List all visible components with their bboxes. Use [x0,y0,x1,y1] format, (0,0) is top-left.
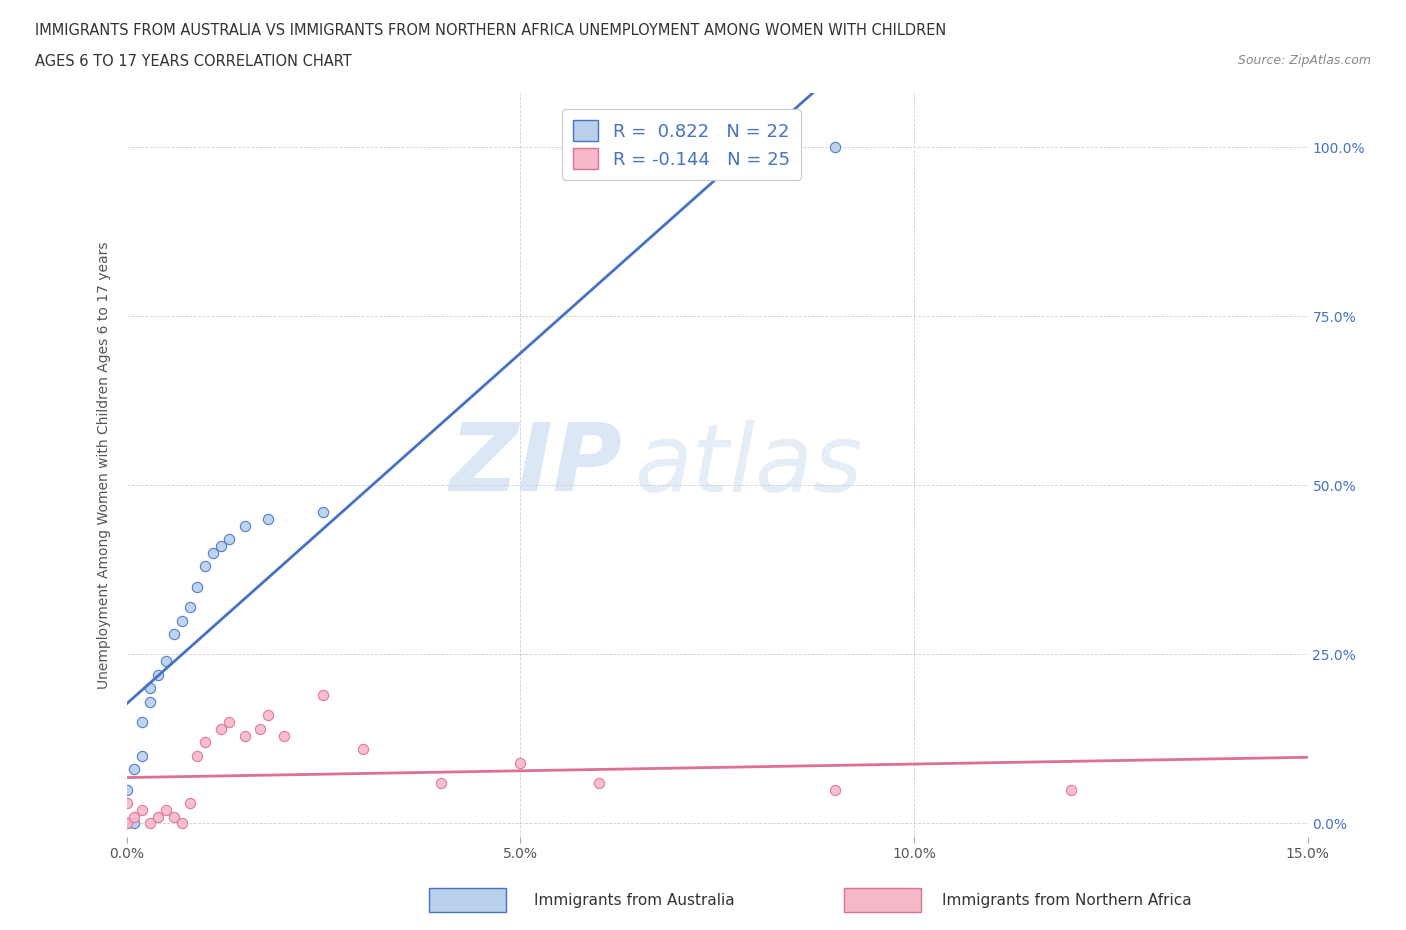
Point [273,728,295,743]
Point [233,728,256,743]
Point [139,816,162,830]
Legend: R =  0.822   N = 22, R = -0.144   N = 25: R = 0.822 N = 22, R = -0.144 N = 25 [562,110,801,180]
Point [163,809,186,824]
Point [312,505,335,520]
Point [115,796,138,811]
Text: AGES 6 TO 17 YEARS CORRELATION CHART: AGES 6 TO 17 YEARS CORRELATION CHART [35,54,352,69]
Text: atlas: atlas [634,419,863,511]
Point [824,782,846,797]
Point [115,816,138,830]
Point [209,538,232,553]
Point [170,816,193,830]
Point [131,714,153,729]
Text: Immigrants from Australia: Immigrants from Australia [534,893,735,908]
Point [155,803,177,817]
Point [179,600,201,615]
Text: IMMIGRANTS FROM AUSTRALIA VS IMMIGRANTS FROM NORTHERN AFRICA UNEMPLOYMENT AMONG : IMMIGRANTS FROM AUSTRALIA VS IMMIGRANTS … [35,23,946,38]
Point [257,708,280,723]
Point [115,782,138,797]
Point [186,579,208,594]
Point [312,687,335,702]
Point [588,776,610,790]
Point [155,654,177,669]
Text: Immigrants from Northern Africa: Immigrants from Northern Africa [942,893,1192,908]
Point [257,512,280,526]
Point [233,518,256,533]
Point [824,140,846,154]
Point [249,722,271,737]
Point [218,714,240,729]
Point [146,809,169,824]
Point [194,735,217,750]
Point [194,559,217,574]
Point [209,722,232,737]
Point [139,681,162,696]
Point [170,613,193,628]
Point [124,816,146,830]
Point [509,755,531,770]
Point [1060,782,1083,797]
Text: ZIP: ZIP [450,419,623,511]
Point [131,749,153,764]
Point [186,749,208,764]
Point [131,803,153,817]
Point [218,532,240,547]
Text: Source: ZipAtlas.com: Source: ZipAtlas.com [1237,54,1371,67]
Point [146,667,169,682]
Point [179,796,201,811]
Point [430,776,453,790]
Point [163,627,186,642]
Point [202,546,225,561]
Point [124,762,146,777]
Y-axis label: Unemployment Among Women with Children Ages 6 to 17 years: Unemployment Among Women with Children A… [97,241,111,689]
Point [139,695,162,710]
Point [115,816,138,830]
Point [124,809,146,824]
Point [352,741,374,756]
